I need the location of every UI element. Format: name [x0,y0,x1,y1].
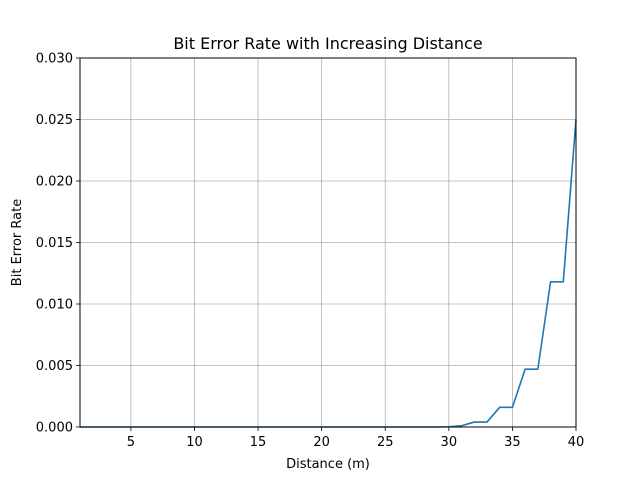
y-tick-label: 0.015 [36,236,73,251]
x-tick-label: 20 [313,435,330,450]
x-tick-label: 30 [441,435,458,450]
x-tick-label: 10 [186,435,203,450]
y-tick-label: 0.010 [36,298,73,313]
chart-title: Bit Error Rate with Increasing Distance [173,34,482,53]
y-tick-label: 0.005 [36,359,73,374]
x-tick-label: 15 [250,435,267,450]
x-tick-label: 25 [377,435,394,450]
x-tick-label: 35 [504,435,521,450]
grid [80,57,577,428]
y-tick-label: 0.030 [36,52,73,67]
x-tick-label: 5 [127,435,135,450]
y-tick-label: 0.020 [36,175,73,190]
x-axis-label: Distance (m) [286,457,370,472]
x-tick-label: 40 [568,435,585,450]
y-tick-label: 0.000 [36,421,73,436]
ticks: 5 10 15 20 25 30 35 40 0.000 0.005 0.010 0.015 0.020… [36,52,584,451]
y-tick-label: 0.025 [36,113,73,128]
y-axis-label: Bit Error Rate [10,199,25,286]
